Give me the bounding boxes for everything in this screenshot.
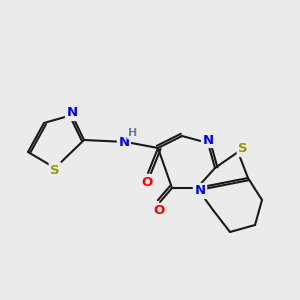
Text: N: N (118, 136, 130, 148)
Text: N: N (66, 106, 78, 119)
Text: S: S (238, 142, 248, 155)
Text: H: H (128, 128, 138, 138)
Text: O: O (141, 176, 153, 188)
Text: S: S (50, 164, 60, 176)
Text: N: N (202, 134, 214, 146)
Text: N: N (194, 184, 206, 197)
Text: O: O (153, 205, 165, 218)
